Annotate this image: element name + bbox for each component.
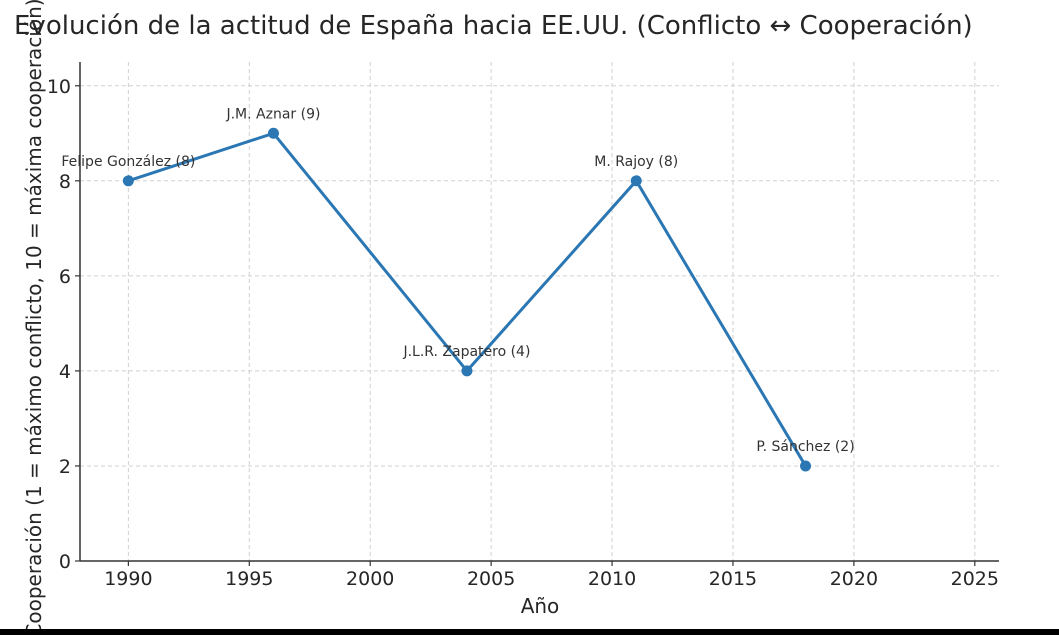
y-tick-label: 2	[59, 456, 71, 478]
y-tick-label: 8	[59, 171, 71, 193]
grid	[80, 62, 999, 562]
bottom-bar	[0, 629, 1059, 635]
annotations: Felipe González (8) J.M. Aznar (9) J.L.R. …	[61, 106, 854, 455]
data-label: J.L.R. Zapatero (4)	[402, 344, 530, 360]
x-tick-label: 2025	[951, 568, 999, 590]
y-axis-label: Cooperación (1 = máximo conflicto, 10 = …	[22, 0, 46, 635]
data-label: P. Sánchez (2)	[756, 439, 854, 455]
data-point	[122, 175, 134, 187]
y-tick-label: 0	[59, 551, 71, 573]
x-tick-label: 2020	[830, 568, 878, 590]
data-label: Felipe González (8)	[61, 154, 195, 170]
data-point	[630, 175, 642, 187]
x-tick-label: 2010	[588, 568, 636, 590]
y-tick-label: 4	[59, 361, 71, 383]
data-label: J.M. Aznar (9)	[225, 106, 320, 122]
y-tick-label: 6	[59, 266, 71, 288]
data-label: M. Rajoy (8)	[594, 154, 678, 170]
x-tick-label: 1990	[104, 568, 152, 590]
data-point	[267, 127, 279, 139]
x-tick-label: 2000	[346, 568, 394, 590]
x-tick-label: 1995	[225, 568, 273, 590]
series	[122, 127, 812, 472]
series-line	[127, 131, 807, 467]
data-point	[461, 365, 473, 377]
x-tick-label: 2005	[467, 568, 515, 590]
axes: 1990 1995 2000 2005 2010 2015 2020 2025 0 2 4 6 8 10	[47, 62, 999, 590]
y-tick-label: 10	[47, 76, 71, 98]
x-tick-label: 2015	[709, 568, 757, 590]
data-point	[800, 460, 812, 472]
x-axis-label: Año	[521, 594, 560, 618]
chart-title: Evolución de la actitud de España hacia …	[14, 11, 973, 41]
